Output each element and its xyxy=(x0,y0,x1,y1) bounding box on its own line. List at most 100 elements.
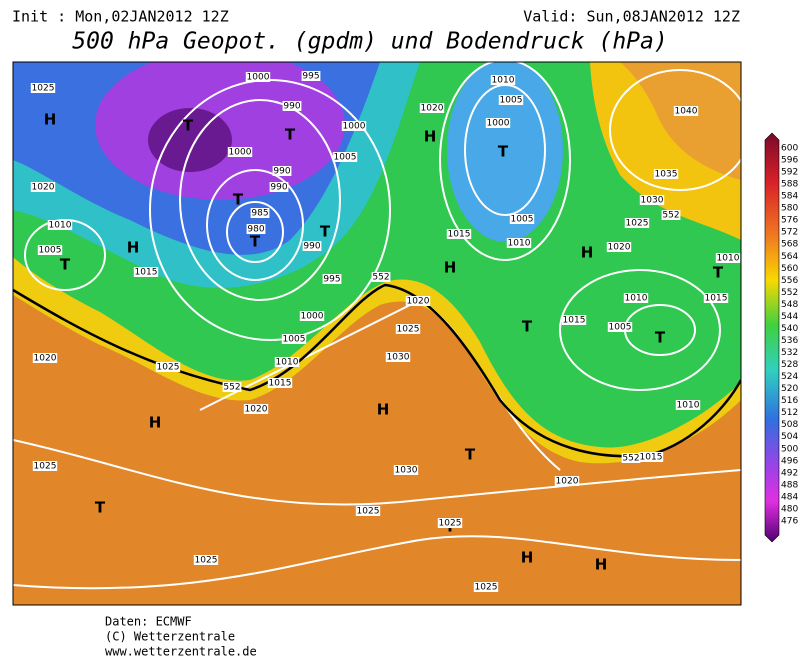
isobar-label: 1020 xyxy=(608,243,631,253)
isobar-label-bg xyxy=(269,182,289,192)
isobar-label-bg xyxy=(250,208,270,218)
isobar-label-bg xyxy=(222,382,242,392)
isobar-label-bg xyxy=(653,169,679,179)
isobar-label-bg xyxy=(638,452,664,462)
isobar-label: 1030 xyxy=(641,196,664,206)
isobar-label: 1025 xyxy=(32,84,55,94)
isobar-label-bg xyxy=(47,220,73,230)
isobar-label: 1025 xyxy=(34,462,57,472)
isobar-label-bg xyxy=(243,404,269,414)
isobar-label-bg xyxy=(661,210,681,220)
legend-label: 564 xyxy=(781,252,798,262)
legend-label: 592 xyxy=(781,168,798,178)
legend-label: 580 xyxy=(781,204,798,214)
legend-label: 512 xyxy=(781,408,798,418)
isobar-label-bg xyxy=(299,311,325,321)
legend-label: 540 xyxy=(781,324,798,334)
pressure-center: T xyxy=(465,446,476,464)
isobar-label: 1005 xyxy=(609,323,632,333)
isobar-label-bg xyxy=(675,400,701,410)
pressure-center: H xyxy=(444,259,457,277)
isobar-label-bg xyxy=(37,245,63,255)
map-frame xyxy=(12,61,742,606)
legend-label: 548 xyxy=(781,300,798,310)
pressure-center: T xyxy=(285,126,296,144)
isobar-label-bg xyxy=(155,362,181,372)
isobar-label: 1020 xyxy=(421,104,444,114)
isobar-label: 1030 xyxy=(395,466,418,476)
legend-label: 476 xyxy=(781,516,798,526)
isobar-label: 980 xyxy=(247,225,264,235)
pressure-center: T xyxy=(522,318,533,336)
legend-label: 544 xyxy=(781,312,798,322)
isobar-label-bg xyxy=(506,238,532,248)
isobar-label-bg xyxy=(498,95,524,105)
legend-label: 508 xyxy=(781,420,798,430)
isobar-label-bg xyxy=(673,106,699,116)
isobar-label: 1005 xyxy=(334,153,357,163)
isobar-label: 1025 xyxy=(439,519,462,529)
isobar-label: 995 xyxy=(323,275,340,285)
isobar-label-bg xyxy=(246,224,266,234)
legend-label: 532 xyxy=(781,348,798,358)
isobar-label-bg xyxy=(607,322,633,332)
isobar-label-bg xyxy=(245,72,271,82)
legend-label: 520 xyxy=(781,384,798,394)
isobar-label-bg xyxy=(606,242,632,252)
isobar-label: 1010 xyxy=(625,294,648,304)
pressure-center: T xyxy=(498,143,509,161)
isobar-label: 990 xyxy=(303,242,320,252)
isobar-label-bg xyxy=(561,315,587,325)
isobar-label: 1025 xyxy=(475,583,498,593)
footer-line: (C) Wetterzentrale xyxy=(105,630,235,644)
isobar-label: 1005 xyxy=(500,96,523,106)
isobar-label: 1005 xyxy=(39,246,62,256)
init-time: Init : Mon,02JAN2012 12Z xyxy=(12,8,229,26)
isobar-label-bg xyxy=(30,83,56,93)
isobar-label-bg xyxy=(485,118,511,128)
isobar-label: 1000 xyxy=(247,73,270,83)
isobar-label-bg xyxy=(332,152,358,162)
pressure-center: T xyxy=(655,329,666,347)
isobar-label-bg xyxy=(473,582,499,592)
pressure-center: T xyxy=(95,499,106,517)
isobar-label-bg xyxy=(446,229,472,239)
isobar-label: 1000 xyxy=(487,119,510,129)
isobar-label-bg xyxy=(282,101,302,111)
legend-label: 524 xyxy=(781,372,798,382)
footer-line: Daten: ECMWF xyxy=(105,615,192,629)
legend-label: 516 xyxy=(781,396,798,406)
isobar-label: 1010 xyxy=(492,76,515,86)
isobar-label-bg xyxy=(302,241,322,251)
pressure-center: H xyxy=(149,414,162,432)
isobar-label: 1015 xyxy=(269,379,292,389)
isobar-label-bg xyxy=(355,506,381,516)
isobar-label-bg xyxy=(715,253,741,263)
isobar-label: 1010 xyxy=(49,221,72,231)
legend-label: 600 xyxy=(781,144,798,154)
isobar-label: 1015 xyxy=(640,453,663,463)
isobar-label-bg xyxy=(419,103,445,113)
isobar-label-bg xyxy=(437,518,463,528)
legend-label: 500 xyxy=(781,444,798,454)
legend-label: 496 xyxy=(781,456,798,466)
legend-label: 552 xyxy=(781,288,798,298)
isobar-label: 1010 xyxy=(276,358,299,368)
pressure-center: T xyxy=(713,264,724,282)
isobar-label: 1030 xyxy=(387,353,410,363)
isobar-label-bg xyxy=(703,293,729,303)
isobar-label: 1020 xyxy=(556,477,579,487)
isobar-label: 552 xyxy=(622,454,639,464)
legend-label: 596 xyxy=(781,156,798,166)
isobar-label-bg xyxy=(554,476,580,486)
pressure-center: H xyxy=(521,549,534,567)
isobar-label: 552 xyxy=(662,211,679,221)
isobar-label-bg xyxy=(624,218,650,228)
legend-label: 480 xyxy=(781,504,798,514)
isobar-label: 1010 xyxy=(717,254,740,264)
isobar-label: 1005 xyxy=(283,335,306,345)
isobar-label: 552 xyxy=(223,383,240,393)
isobar-label-bg xyxy=(272,166,292,176)
isobar-label-bg xyxy=(193,555,219,565)
